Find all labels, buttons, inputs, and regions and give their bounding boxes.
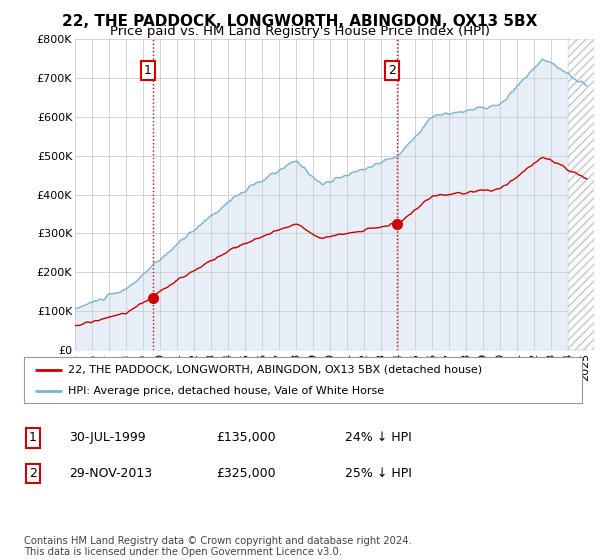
Text: 29-NOV-2013: 29-NOV-2013 [69, 466, 152, 480]
Text: 2: 2 [388, 64, 395, 77]
Text: 1: 1 [144, 64, 152, 77]
Text: HPI: Average price, detached house, Vale of White Horse: HPI: Average price, detached house, Vale… [68, 386, 383, 396]
Text: £325,000: £325,000 [216, 466, 275, 480]
Text: 24% ↓ HPI: 24% ↓ HPI [345, 431, 412, 445]
Text: Contains HM Land Registry data © Crown copyright and database right 2024.
This d: Contains HM Land Registry data © Crown c… [24, 535, 412, 557]
Text: 25% ↓ HPI: 25% ↓ HPI [345, 466, 412, 480]
Text: £135,000: £135,000 [216, 431, 275, 445]
Text: 2: 2 [29, 466, 37, 480]
Text: 22, THE PADDOCK, LONGWORTH, ABINGDON, OX13 5BX (detached house): 22, THE PADDOCK, LONGWORTH, ABINGDON, OX… [68, 365, 482, 375]
Text: 22, THE PADDOCK, LONGWORTH, ABINGDON, OX13 5BX: 22, THE PADDOCK, LONGWORTH, ABINGDON, OX… [62, 14, 538, 29]
Text: 1: 1 [29, 431, 37, 445]
Text: 30-JUL-1999: 30-JUL-1999 [69, 431, 146, 445]
Text: Price paid vs. HM Land Registry's House Price Index (HPI): Price paid vs. HM Land Registry's House … [110, 25, 490, 38]
